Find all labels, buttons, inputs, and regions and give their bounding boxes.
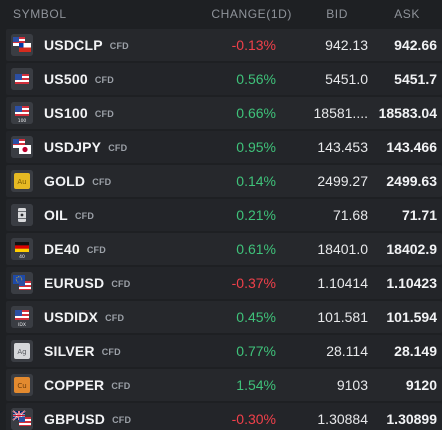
cfd-tag: CFD — [108, 143, 128, 153]
ask-value: 2499.63 — [386, 173, 437, 189]
cfd-tag: CFD — [94, 109, 114, 119]
change-value: 0.77% — [236, 343, 276, 359]
change-value: 0.66% — [236, 105, 276, 121]
bid-value: 18401.0 — [317, 241, 368, 257]
germany-flag-icon: 40 — [11, 238, 33, 260]
table-row[interactable]: Au GOLD CFD 0.14% 2499.27 2499.63 — [6, 165, 442, 197]
table-row[interactable]: OIL CFD 0.21% 71.68 71.71 — [6, 199, 442, 231]
table-row[interactable]: Cu COPPER CFD 1.54% 9103 9120 — [6, 369, 442, 401]
bid-value: 143.453 — [317, 139, 368, 155]
change-value: 0.56% — [236, 71, 276, 87]
table-row[interactable]: USDCLP CFD -0.13% 942.13 942.66 — [6, 29, 442, 61]
cfd-tag: CFD — [92, 177, 112, 187]
cfd-tag: CFD — [94, 75, 114, 85]
ask-value: 1.30899 — [386, 411, 437, 427]
change-value: 0.61% — [236, 241, 276, 257]
table-row[interactable]: GBPUSD CFD -0.30% 1.30884 1.30899 — [6, 403, 442, 430]
gold-au-icon: Au — [11, 170, 33, 192]
symbol-label: USDCLP CFD — [44, 37, 129, 53]
silver-ag-icon: Ag — [11, 340, 33, 362]
bid-value: 18581.... — [313, 105, 369, 121]
us-flag-icon — [11, 68, 33, 90]
ask-value: 18583.04 — [378, 105, 437, 121]
silver-icon-text: Ag — [17, 348, 26, 356]
ask-value: 101.594 — [386, 309, 437, 325]
change-value: -0.30% — [231, 411, 276, 427]
symbol-label: GOLD CFD — [44, 173, 112, 189]
us100-icon-text: 100 — [18, 118, 27, 124]
us-flag-icon: 100 — [11, 102, 33, 124]
header-ask[interactable]: ASK — [394, 7, 420, 21]
bid-value: 9103 — [336, 377, 368, 393]
change-value: 1.54% — [236, 377, 276, 393]
bid-value: 28.114 — [326, 343, 368, 359]
table-row[interactable]: US500 CFD 0.56% 5451.0 5451.7 — [6, 63, 442, 95]
symbol-label: OIL CFD — [44, 207, 95, 223]
copper-cu-icon: Cu — [11, 374, 33, 396]
de40-icon-text: 40 — [19, 254, 25, 260]
usdidx-icon-text: IDX — [18, 322, 26, 328]
symbol-label: DE40 CFD — [44, 241, 106, 257]
bid-value: 101.581 — [317, 309, 368, 325]
cfd-tag: CFD — [101, 347, 121, 357]
symbol-label: US100 CFD — [44, 105, 114, 121]
cfd-tag: CFD — [105, 313, 125, 323]
symbol-label: USDIDX CFD — [44, 309, 125, 325]
eu-us-flag-icon — [11, 272, 33, 294]
bid-value: 5451.0 — [325, 71, 368, 87]
us-japan-flag-icon — [11, 136, 33, 158]
table-row[interactable]: EURUSD CFD -0.37% 1.10414 1.10423 — [6, 267, 442, 299]
table-row[interactable]: 100 US100 CFD 0.66% 18581.... 18583.04 — [6, 97, 442, 129]
cfd-tag: CFD — [74, 211, 95, 221]
ask-value: 28.149 — [394, 343, 437, 359]
cfd-tag: CFD — [112, 415, 132, 425]
change-value: 0.45% — [236, 309, 276, 325]
ask-value: 9120 — [405, 377, 437, 393]
symbol-label: US500 CFD — [44, 71, 114, 87]
ask-value: 942.66 — [394, 37, 437, 53]
symbol-label: GBPUSD CFD — [44, 411, 132, 427]
bid-value: 942.13 — [325, 37, 368, 53]
change-value: 0.14% — [236, 173, 276, 189]
change-value: 0.95% — [236, 139, 276, 155]
ask-value: 71.71 — [401, 207, 437, 223]
table-row[interactable]: IDX USDIDX CFD 0.45% 101.581 101.594 — [6, 301, 442, 333]
gold-icon-text: Au — [17, 178, 26, 186]
us-chile-flag-icon — [11, 34, 33, 56]
header-symbol[interactable]: SYMBOL — [13, 7, 67, 21]
cfd-tag: CFD — [111, 381, 131, 391]
bid-value: 1.30884 — [317, 411, 368, 427]
change-value: -0.13% — [231, 37, 276, 53]
symbol-label: USDJPY CFD — [44, 139, 128, 155]
ask-value: 5451.7 — [394, 71, 437, 87]
change-value: 0.21% — [236, 207, 276, 223]
ask-value: 18402.9 — [386, 241, 437, 257]
header-bid[interactable]: BID — [326, 7, 348, 21]
bid-value: 1.10414 — [317, 275, 368, 291]
bid-value: 2499.27 — [317, 173, 368, 189]
table-row[interactable]: Ag SILVER CFD 0.77% 28.114 28.149 — [6, 335, 442, 367]
header-change[interactable]: CHANGE(1D) — [211, 7, 292, 21]
symbol-label: EURUSD CFD — [44, 275, 131, 291]
copper-icon-text: Cu — [17, 382, 26, 390]
cfd-tag: CFD — [111, 279, 131, 289]
symbol-label: COPPER CFD — [44, 377, 131, 393]
table-row[interactable]: 40 DE40 CFD 0.61% 18401.0 18402.9 — [6, 233, 442, 265]
table-row[interactable]: USDJPY CFD 0.95% 143.453 143.466 — [6, 131, 442, 163]
change-value: -0.37% — [231, 275, 276, 291]
us-flag-icon: IDX — [11, 306, 33, 328]
cfd-tag: CFD — [109, 41, 129, 51]
ask-value: 143.466 — [386, 139, 437, 155]
uk-us-flag-icon — [11, 408, 33, 430]
bid-value: 71.68 — [332, 207, 368, 223]
cfd-tag: CFD — [86, 245, 106, 255]
table-header: SYMBOL CHANGE(1D) BID ASK — [0, 0, 442, 28]
symbol-label: SILVER CFD — [44, 343, 121, 359]
ask-value: 1.10423 — [386, 275, 437, 291]
oil-barrel-icon — [11, 204, 33, 226]
